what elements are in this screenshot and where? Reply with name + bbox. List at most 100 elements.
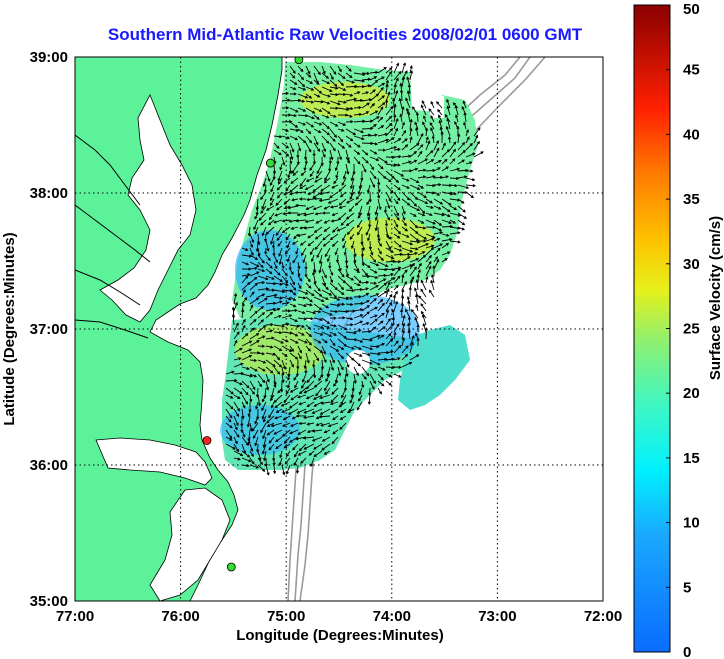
velocity-arrow: [425, 136, 429, 144]
velocity-arrow: [292, 443, 299, 451]
velocity-arrow: [393, 267, 401, 277]
velocity-arrow: [361, 352, 371, 357]
velocity-arrow: [266, 415, 275, 424]
velocity-arrow: [254, 415, 259, 425]
velocity-arrow: [336, 226, 347, 232]
velocity-arrow: [295, 219, 307, 223]
james-river: [75, 319, 149, 339]
velocity-arrow: [377, 138, 390, 144]
velocity-arrow: [406, 90, 411, 102]
velocity-arrow: [268, 436, 275, 444]
velocity-arrow: [425, 247, 435, 256]
velocity-arrow: [401, 121, 405, 130]
velocity-arrow: [369, 275, 379, 279]
colorbar-tick-label: 45: [683, 62, 700, 79]
velocity-arrow: [361, 338, 374, 342]
velocity-arrow: [331, 436, 339, 445]
velocity-arrow: [345, 128, 357, 136]
velocity-arrow: [385, 277, 396, 284]
velocity-arrow: [349, 233, 355, 240]
velocity-arrow: [313, 366, 317, 379]
velocity-arrow: [350, 170, 355, 182]
velocity-arrow: [401, 226, 409, 232]
velocity-arrow: [241, 297, 248, 305]
velocity-arrow: [421, 314, 427, 326]
velocity-arrow: [329, 86, 339, 90]
velocity-arrow: [462, 100, 467, 109]
velocity-arrow: [401, 256, 411, 263]
velocity-arrow: [393, 163, 401, 167]
velocity-arrow: [297, 450, 307, 456]
velocity-arrow: [273, 352, 281, 361]
velocity-arrow: [361, 366, 370, 377]
colorbar-tick-label: 40: [683, 126, 700, 143]
velocity-arrow: [345, 135, 354, 142]
velocity-arrow: [258, 212, 267, 221]
velocity-arrow: [322, 233, 331, 241]
velocity-arrow: [393, 103, 397, 116]
velocity-arrow: [441, 257, 448, 263]
velocity-arrow: [377, 342, 386, 347]
velocity-arrow: [369, 133, 378, 137]
velocity-arrow: [313, 121, 323, 126]
velocity-arrow: [473, 127, 481, 137]
velocity-arrow: [415, 127, 419, 137]
velocity-arrow: [409, 150, 418, 158]
velocity-arrow: [361, 156, 369, 164]
velocity-arrow: [337, 275, 346, 284]
velocity-arrow: [298, 387, 307, 395]
velocity-arrow: [329, 72, 334, 81]
velocity-arrow: [369, 156, 380, 162]
velocity-arrow: [345, 323, 354, 327]
velocity-arrow: [233, 371, 245, 376]
velocity-arrow: [407, 316, 411, 326]
velocity-arrow: [345, 288, 355, 293]
velocity-arrow: [311, 429, 323, 433]
velocity-arrow: [321, 443, 331, 451]
velocity-arrow: [265, 261, 273, 269]
velocity-arrow: [331, 212, 339, 217]
velocity-arrow: [409, 136, 413, 144]
velocity-arrow: [256, 443, 260, 453]
velocity-arrow: [273, 268, 281, 276]
velocity-arrow: [393, 70, 402, 81]
velocity-arrow: [377, 148, 387, 152]
velocity-arrow: [401, 184, 410, 189]
map-title: Southern Mid-Atlantic Raw Velocities 200…: [108, 25, 583, 44]
velocity-arrow: [313, 401, 323, 407]
velocity-arrow: [377, 177, 381, 186]
velocity-arrow: [385, 99, 389, 109]
velocity-arrow: [270, 422, 283, 428]
velocity-arrow: [257, 457, 263, 466]
velocity-arrow: [329, 268, 334, 276]
velocity-arrow: [283, 443, 291, 449]
velocity-arrow: [262, 436, 267, 449]
velocity-arrow: [393, 365, 402, 369]
velocity-arrow: [279, 450, 283, 459]
velocity-arrow: [249, 366, 258, 372]
velocity-arrow: [410, 308, 419, 319]
velocity-arrow: [345, 65, 352, 72]
velocity-arrow: [369, 345, 380, 349]
velocity-arrow: [265, 282, 277, 286]
velocity-arrow: [358, 205, 363, 216]
velocity-arrow: [325, 387, 331, 395]
velocity-arrow: [361, 305, 370, 312]
velocity-arrow: [283, 205, 291, 210]
velocity-arrow: [369, 123, 377, 130]
velocity-arrow: [393, 212, 400, 221]
velocity-arrow: [337, 121, 347, 126]
velocity-arrow: [241, 387, 249, 396]
velocity-arrow: [233, 443, 239, 453]
velocity-arrow: [233, 401, 240, 412]
velocity-arrow: [297, 128, 304, 133]
velocity-arrow: [321, 72, 330, 79]
velocity-arrow: [409, 341, 414, 354]
velocity-arrow: [425, 244, 435, 249]
velocity-arrow: [295, 414, 307, 418]
velocity-arrow: [327, 198, 339, 204]
velocity-arrow: [225, 443, 236, 450]
velocity-arrow: [306, 401, 315, 408]
velocity-arrow: [393, 252, 404, 256]
velocity-arrow: [329, 352, 335, 364]
